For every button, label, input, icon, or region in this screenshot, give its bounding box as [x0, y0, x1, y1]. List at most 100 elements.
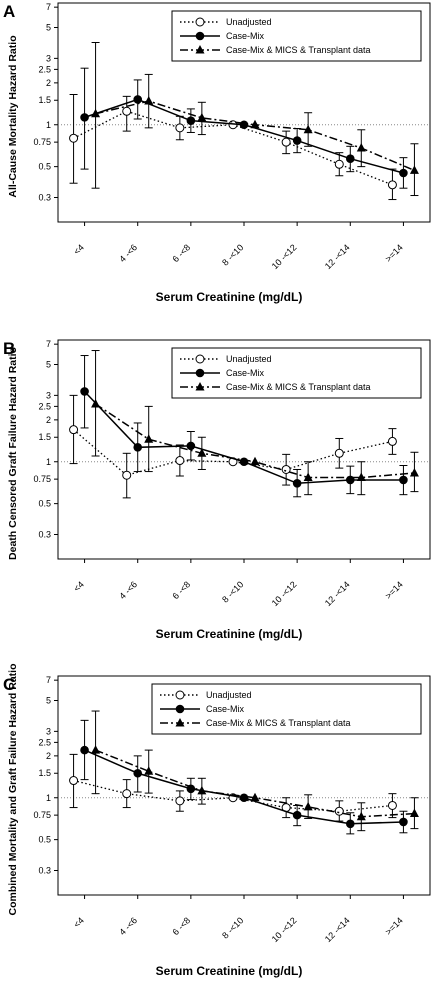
data-point: [175, 123, 185, 133]
y-tick-label: 0.75: [33, 474, 51, 484]
y-axis-label: All-Cause Mortality Hazard Ratio: [7, 35, 19, 197]
x-tick-label: <4: [72, 579, 86, 593]
x-tick-label: 12 -<14: [323, 915, 352, 944]
y-tick-label: 1: [46, 120, 51, 130]
x-tick-label: >=14: [383, 242, 405, 264]
y-tick-label: 1: [46, 457, 51, 467]
series-1: [69, 753, 397, 822]
y-tick-label: 3: [46, 726, 51, 736]
data-point: [186, 441, 196, 451]
y-tick-label: 2.5: [38, 737, 51, 747]
data-point: [133, 768, 143, 778]
data-point: [80, 387, 89, 396]
data-point: [409, 165, 419, 174]
y-tick-label: 1.5: [38, 768, 51, 778]
y-tick-label: 0.75: [33, 810, 51, 820]
data-point: [239, 120, 249, 130]
data-point: [250, 456, 260, 466]
y-tick-label: 0.5: [38, 835, 51, 845]
series-3: [91, 710, 419, 832]
data-point: [387, 800, 397, 810]
y-tick-label: 0.75: [33, 137, 51, 147]
x-tick-label: <4: [72, 242, 86, 256]
x-tick-label: >=14: [383, 915, 405, 937]
series-1: [69, 394, 397, 499]
chart-panel-a: A 0.3 0.5 0.75 1 1.5 2 2.53 5 7 <4 4 -<6 6 -<8 8 -<10…: [3, 2, 431, 304]
data-point: [80, 745, 89, 755]
data-point: [387, 436, 397, 446]
legend: Unadjusted Case-Mix Case-Mix & MICS & Tran…: [171, 347, 422, 399]
legend-marker: [195, 382, 205, 391]
data-point: [334, 806, 344, 816]
legend-label: Case-Mix: [226, 31, 265, 41]
y-tick-label: 0.5: [38, 162, 51, 172]
series-2: [80, 67, 408, 189]
data-point: [387, 180, 397, 190]
x-tick-label: 4 -<6: [117, 579, 139, 601]
data-point: [345, 819, 355, 829]
legend-label: Case-Mix: [226, 368, 265, 378]
data-point: [144, 96, 154, 105]
x-tick-label: 8 -<10: [220, 579, 245, 604]
data-point: [197, 448, 207, 457]
data-point: [122, 106, 132, 116]
y-tick-label: 2.5: [38, 401, 51, 411]
data-point: [186, 116, 196, 125]
data-point: [175, 796, 185, 806]
legend-marker: [195, 368, 205, 378]
y-tick-label: 1.5: [38, 432, 51, 442]
x-tick-label: 10 -<12: [270, 242, 299, 271]
data-point: [239, 457, 249, 467]
data-point: [334, 159, 344, 169]
legend: Unadjusted Case-Mix Case-Mix & MICS & Tran…: [171, 10, 422, 62]
data-point: [356, 811, 366, 821]
y-tick-label: 3: [46, 53, 51, 63]
y-tick-label: 5: [46, 696, 51, 706]
chart-panel-b: B 0.3 0.5 0.75 1 1.5 2 2.53 5 7 <4 4 -<6 6 -<8 8 -<10…: [3, 339, 431, 641]
x-tick-label: 8 -<10: [220, 915, 245, 940]
x-tick-label: 12 -<14: [323, 579, 352, 608]
y-axis-label: Death Censored Graft Failure Hazard Rati…: [7, 347, 19, 560]
series-line: [95, 749, 415, 818]
y-tick-label: 5: [46, 23, 51, 33]
data-point: [175, 456, 185, 466]
y-tick-label: 7: [46, 675, 51, 685]
data-point: [292, 136, 302, 145]
data-point: [303, 801, 313, 811]
y-tick-label: 2: [46, 751, 51, 761]
panel-letter: A: [3, 2, 15, 21]
x-tick-label: >=14: [383, 579, 405, 601]
data-point: [197, 112, 207, 122]
y-tick-label: 0.5: [38, 499, 51, 509]
series-1: [69, 93, 397, 201]
series-3: [91, 42, 419, 197]
data-point: [281, 137, 291, 147]
x-tick-label: 10 -<12: [270, 915, 299, 944]
y-axis-label: Combined Mortality and Graft Failure Haz…: [7, 663, 19, 915]
legend-marker: [195, 31, 205, 41]
data-point: [69, 133, 79, 143]
data-point: [409, 468, 419, 477]
data-point: [356, 143, 366, 152]
data-point: [91, 108, 101, 118]
data-point: [91, 745, 101, 754]
legend-label: Unadjusted: [206, 690, 252, 700]
legend-label: Case-Mix & MICS & Transplant data: [226, 45, 371, 55]
legend-marker: [195, 354, 205, 364]
y-tick-label: 1.5: [38, 95, 51, 105]
legend: Unadjusted Case-Mix Case-Mix & MICS & Tran…: [151, 683, 422, 735]
y-tick-label: 3: [46, 390, 51, 400]
data-point: [399, 168, 408, 178]
data-point: [69, 425, 79, 435]
data-point: [399, 475, 408, 485]
y-tick-label: 0.3: [38, 192, 51, 202]
data-point: [250, 119, 260, 129]
y-tick-label: 0.3: [38, 865, 51, 875]
y-tick-label: 0.3: [38, 529, 51, 539]
legend-marker: [195, 17, 205, 27]
data-point: [91, 399, 101, 408]
data-point: [144, 766, 154, 775]
x-tick-label: 12 -<14: [323, 242, 352, 271]
panel-letter: B: [3, 339, 15, 358]
